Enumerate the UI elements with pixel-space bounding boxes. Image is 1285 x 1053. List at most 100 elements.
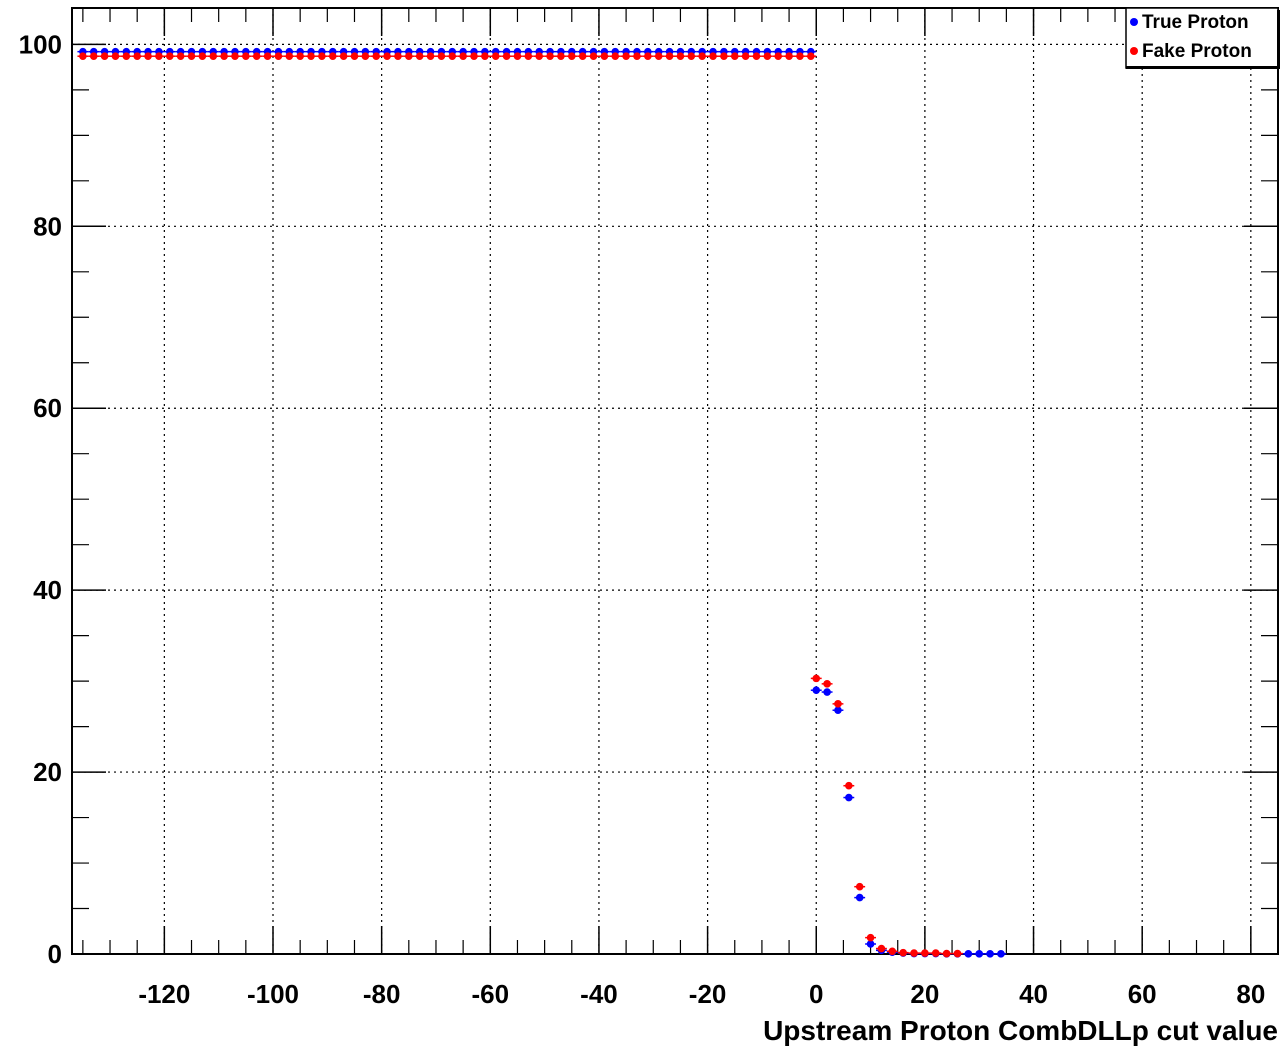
data-point-fake-proton [198,52,207,61]
axis-ticks [72,8,1279,955]
data-point-fake-proton [318,52,326,61]
y-tick-label: 0 [48,939,62,969]
data-point-fake-proton [209,52,218,61]
data-point-fake-proton [405,52,413,61]
data-point-fake-proton [394,52,402,61]
x-tick-label: 20 [910,979,939,1009]
data-point-fake-proton [89,52,98,61]
legend-shadow [1126,66,1280,69]
data-point-true-proton [986,950,994,958]
data-point-true-proton [975,950,984,958]
data-point-fake-proton [546,52,554,61]
data-point-fake-proton [231,52,239,61]
data-point-fake-proton [774,52,783,61]
data-point-fake-proton [823,680,831,688]
data-point-fake-proton [328,52,337,61]
data-point-fake-proton [524,52,533,61]
data-point-fake-proton [687,52,696,61]
data-point-fake-proton [855,882,864,891]
data-point-fake-proton [122,52,131,61]
data-point-fake-proton [600,52,609,61]
legend-label-true-proton: True Proton [1142,12,1249,33]
data-point-fake-proton [459,52,467,61]
x-tick-label: 40 [1019,979,1048,1009]
data-point-fake-proton [437,52,446,61]
data-point-fake-proton [796,52,804,61]
data-point-fake-proton [383,52,391,61]
legend-label-fake-proton: Fake Proton [1142,41,1252,62]
data-point-true-proton [834,706,842,715]
data-point-fake-proton [535,52,543,61]
x-tick-label: -80 [363,979,401,1009]
data-point-fake-proton [741,52,750,61]
data-point-fake-proton [220,52,228,61]
data-point-fake-proton [899,948,907,957]
data-point-fake-proton [589,52,598,61]
data-point-true-proton [812,686,821,695]
data-point-fake-proton [654,52,663,61]
data-point-fake-proton [834,700,842,708]
data-point-true-proton [964,950,973,958]
data-point-true-proton [845,793,853,802]
data-point-fake-proton [807,52,815,61]
y-tick-label: 100 [19,29,62,59]
data-point-fake-proton [187,52,196,61]
data-point-fake-proton [877,944,886,953]
data-point-fake-proton [720,52,728,61]
data-point-fake-proton [845,781,853,790]
legend-marker-true-proton [1130,18,1138,26]
x-tick-label: -40 [580,979,618,1009]
data-point-fake-proton [910,949,918,957]
data-point-fake-proton [785,52,793,61]
data-point-fake-proton [567,52,576,61]
data-point-fake-proton [155,52,163,61]
data-point-fake-proton [242,52,250,61]
legend-box [1125,7,1279,69]
data-point-fake-proton [307,52,315,61]
x-tick-label: 60 [1128,979,1157,1009]
data-point-fake-proton [415,52,424,61]
data-point-fake-proton [176,52,185,61]
data-point-fake-proton [491,52,500,61]
data-point-fake-proton [285,52,294,61]
legend-marker-fake-proton [1130,47,1138,55]
data-point-fake-proton [513,52,522,61]
data-point-fake-proton [730,52,739,61]
data-point-fake-proton [557,52,565,61]
y-tick-label: 40 [33,575,62,605]
data-point-fake-proton [709,52,717,61]
data-point-fake-proton [470,52,478,61]
x-tick-label: -60 [472,979,510,1009]
data-point-fake-proton [296,52,304,61]
data-point-fake-proton [611,52,620,61]
data-point-fake-proton [953,949,962,958]
tick-labels: -120 -100 -80 -60 -40 -20 0 20 40 60 80 0 20 40 60 80 10… [19,29,1266,1009]
x-tick-label: -100 [247,979,299,1009]
x-tick-label: 0 [809,979,823,1009]
data-point-fake-proton [812,674,821,683]
data-point-true-proton [823,688,831,696]
data-point-fake-proton [426,52,435,61]
data-point-fake-proton [752,52,761,61]
data-point-true-proton [997,950,1005,958]
legend: True Proton Fake Proton [1125,7,1280,69]
data-point-fake-proton [481,52,489,61]
data-point-fake-proton [79,52,87,61]
y-tick-label: 20 [33,757,62,787]
data-points [77,47,1007,958]
data-point-fake-proton [578,52,587,61]
data-point-fake-proton [502,52,511,61]
data-point-fake-proton [763,52,772,61]
plot-frame [71,7,1279,955]
y-tick-label: 60 [33,393,62,423]
data-point-fake-proton [372,52,381,61]
data-point-fake-proton [252,52,261,61]
x-tick-label: -120 [138,979,190,1009]
data-point-fake-proton [100,52,109,61]
data-point-fake-proton [448,52,457,61]
data-point-fake-proton [274,52,283,61]
data-point-fake-proton [866,933,875,942]
data-point-fake-proton [339,52,348,61]
data-point-true-proton [855,893,864,902]
data-point-fake-proton [111,52,120,61]
